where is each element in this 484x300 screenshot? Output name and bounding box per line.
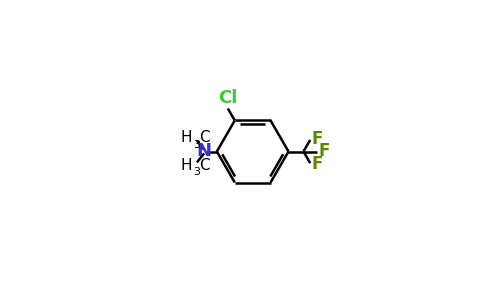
Text: 3: 3 — [193, 167, 200, 177]
Text: F: F — [311, 155, 323, 173]
Text: N: N — [197, 142, 212, 160]
Text: H: H — [181, 130, 192, 145]
Text: H: H — [181, 158, 192, 173]
Text: 3: 3 — [193, 140, 200, 150]
Text: F: F — [311, 130, 323, 148]
Text: C: C — [199, 158, 210, 173]
Text: Cl: Cl — [218, 89, 238, 107]
Text: F: F — [318, 142, 330, 160]
Text: C: C — [199, 130, 210, 145]
